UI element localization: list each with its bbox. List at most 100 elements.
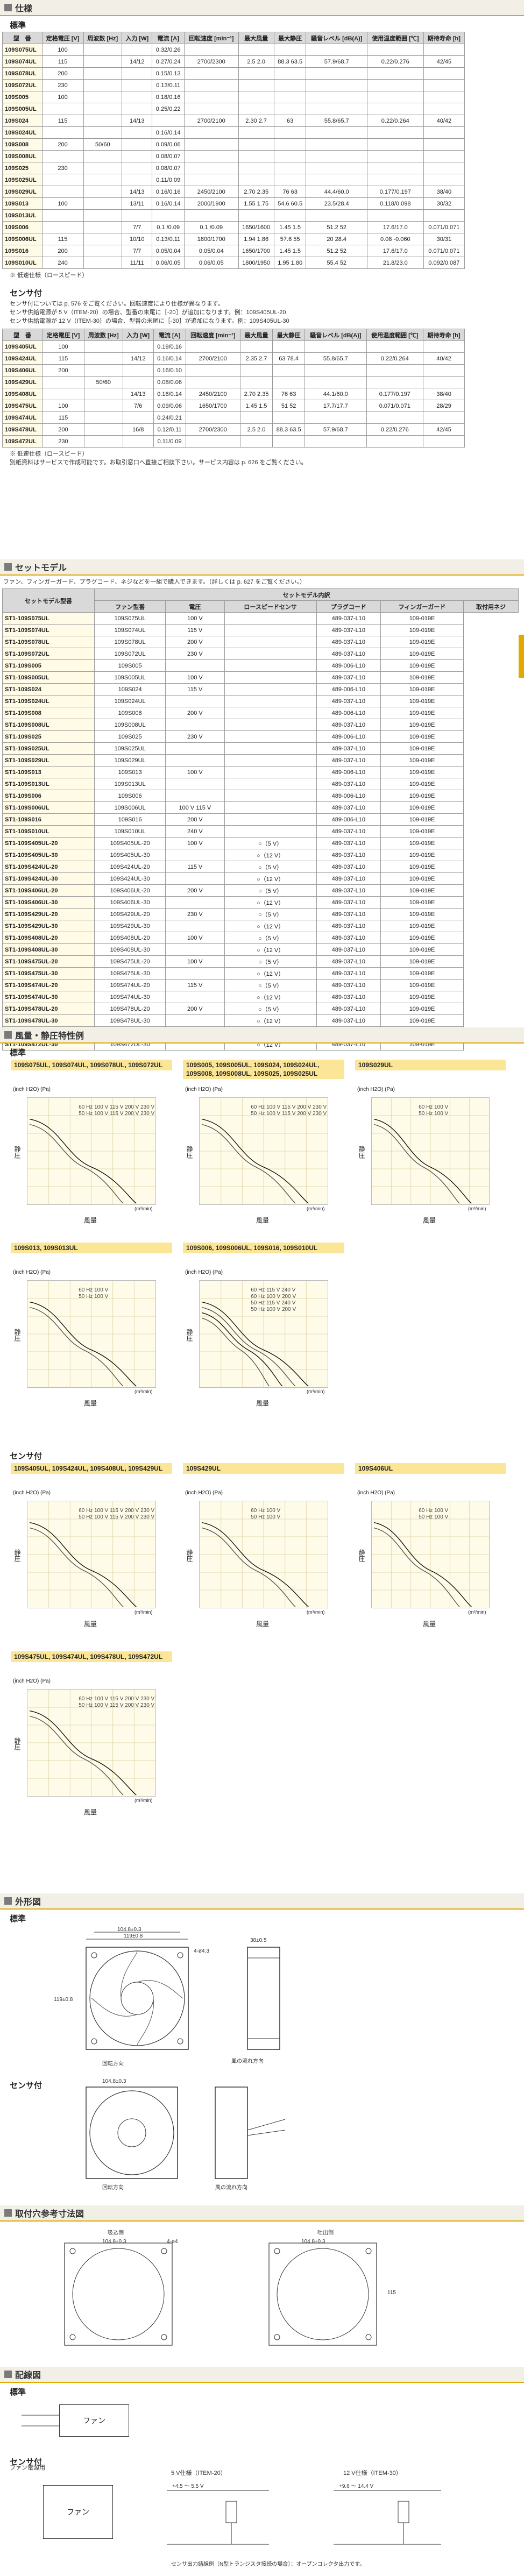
wiring-fan-label-sensor: ファン — [67, 2508, 89, 2516]
curve-y-unit: (inch H2O) (Pa) — [13, 1269, 51, 1275]
spec-cell: 2700/2100 — [184, 115, 239, 127]
set-model-cell: 489-006-L10 — [316, 707, 381, 719]
spec-row: 109S005 100 0.18/0.16 — [2, 91, 465, 103]
set-model-row: ST1-109S074UL 109S074UL 115 V 489-037-L10 10… — [2, 624, 519, 636]
curve-svg: 60 Hz 115 V 240 V60 Hz 100 V 200 V50 Hz … — [200, 1281, 328, 1387]
set-model-cell: 109-019E — [380, 943, 464, 956]
sensor-row: 109S475UL 100 7/6 0.09/0.06 1650/1700 1.45 1.… — [2, 400, 465, 412]
mounting-section: 取付穴参考寸法図 — [0, 2205, 524, 2222]
dim-hole-std: 4-ø4.3 — [194, 1948, 209, 1954]
spec-col-3: 入力 [W] — [122, 32, 153, 44]
set-model-cell: 200 V — [165, 636, 225, 648]
curve-plot: 60 Hz 100 V 115 V 200 V 230 V 50 Hz 100 V… — [27, 1097, 156, 1205]
set-model-cell: 100 V — [165, 955, 225, 968]
curve-card-caption: 109S013, 109S013UL — [11, 1243, 172, 1253]
sensor-row: 109S406UL 200 0.16/0.10 — [2, 364, 465, 377]
spec-col-1: 定格電圧 [V] — [41, 32, 84, 44]
curve-series-line — [201, 1301, 309, 1387]
spec-cell — [83, 257, 123, 269]
set-model-cell — [224, 742, 317, 755]
spec-table: 型 番定格電圧 [V] 周波数 [Hz] 入力 [W] 電流 [A] 回転速度 [min… — [2, 32, 465, 269]
curve-svg: 60 Hz 100 V 115 V 200 V 230 V50 Hz 100 V… — [27, 1098, 155, 1204]
sensor-cell — [305, 411, 367, 424]
set-model-row: ST1-109S075UL 109S075UL 100 V 489-037-L10 10… — [2, 612, 519, 625]
sensor-cell: 109S472UL — [2, 435, 43, 448]
sensor-cell: 0.22/0.276 — [366, 423, 424, 436]
spec-cell: 54.6 60.5 — [273, 197, 307, 210]
bullet-square-icon — [4, 563, 12, 571]
curve-card-caption: 109S029UL — [355, 1060, 506, 1070]
set-model-cell: ○（12 V） — [224, 991, 317, 1003]
sensor-cell: 109S475UL — [2, 400, 43, 412]
set-model-row: ST1-109S008UL 109S008UL 489-037-L10 109-019… — [2, 719, 519, 731]
set-model-row: ST1-109S078UL 109S078UL 200 V 489-037-L10 10… — [2, 636, 519, 648]
sensor-cell — [42, 376, 84, 388]
spec-cell — [366, 103, 424, 115]
set-model-cell: 489-037-L10 — [316, 719, 381, 731]
spec-cell — [122, 103, 153, 115]
sensor-cell — [83, 340, 123, 353]
spec-cell — [83, 233, 123, 245]
curve-legend-label: 50 Hz 100 V — [251, 1514, 280, 1520]
spec-cell — [83, 103, 123, 115]
set-model-cell — [224, 612, 317, 625]
spec-cell — [184, 103, 239, 115]
spec-row: 109S016 200 7/7 0.05/0.04 0.05/0.04 1650/1700… — [2, 245, 465, 257]
spec-cell — [366, 126, 424, 139]
sensor-row: 109S478UL 200 16/8 0.12/0.11 2700/2300 2.5 2.… — [2, 423, 465, 436]
set-model-cell: ST1-109S006 — [2, 790, 95, 802]
spec-table-header: 型 番定格電圧 [V] 周波数 [Hz] 入力 [W] 電流 [A] 回転速度 [min… — [2, 32, 465, 44]
spec-cell: 57.9/68.7 — [306, 55, 367, 68]
sensor-cell: 109S429UL — [2, 376, 43, 388]
set-model-cell — [165, 920, 225, 932]
label-airflow-sensor: 風の流れ方向 — [215, 2184, 247, 2191]
set-model-cell: ○（12 V） — [224, 1014, 317, 1027]
set-model-cell — [224, 766, 317, 778]
spec-cell: 230 — [41, 162, 84, 174]
curve-series-line — [29, 1118, 137, 1204]
sensor-cell: 0.19/0.16 — [153, 340, 186, 353]
mounting-dim-115: 115 — [387, 2290, 396, 2296]
spec-standard-subhead: 標準 — [10, 21, 26, 30]
set-model-row: ST1-109S475UL-20 109S475UL-20 100 V ○（5 V） 4… — [2, 955, 519, 968]
spec-cell — [83, 115, 123, 127]
curve-y-label: 静圧 — [358, 1549, 365, 1562]
sensor-cell: 109S478UL — [2, 423, 43, 436]
spec-cell: 0.18/0.16 — [152, 91, 185, 103]
sensor-cell: 100 — [42, 340, 84, 353]
set-model-row: ST1-109S025 109S025 230 V 489-006-L10 109-01… — [2, 730, 519, 743]
sensor-row: 109S405UL 100 0.19/0.16 — [2, 340, 465, 353]
curve-plot: 60 Hz 100 V 50 Hz 100 V — [371, 1097, 490, 1205]
set-model-cell: 115 V — [165, 624, 225, 636]
curve-y-unit: (inch H2O) (Pa) — [185, 1490, 223, 1496]
set-model-cell — [224, 825, 317, 838]
spec-cell — [366, 162, 424, 174]
curve-x-label: 風量 — [84, 1400, 97, 1407]
sensor-row: 109S472UL 230 0.11/0.09 — [2, 435, 465, 448]
curve-legend-label: 50 Hz 100 V — [79, 1294, 108, 1300]
curve-legend-label: 50 Hz 100 V 115 V 200 V 230 V — [79, 1702, 154, 1708]
set-model-header-sub: ファン型番 電圧 ロースピードセンサ プラグコード フィンガーガード 取付用ネジ — [3, 600, 519, 613]
set-model-cell — [224, 695, 317, 707]
set-model-cell: 109-019E — [380, 825, 464, 838]
sensor-cell: 115 — [42, 411, 84, 424]
curve-card: 109S429UL 60 Hz 100 V 50 Hz 100 V (inch H2O… — [183, 1463, 344, 1635]
set-model-cell: 109-019E — [380, 979, 464, 991]
sensor-cell: 0.08/0.06 — [153, 376, 186, 388]
sensor-cell: 2700/2100 — [185, 352, 240, 365]
sensor-cell — [239, 364, 273, 377]
curve-series-line — [29, 1527, 124, 1607]
set-model-row: ST1-109S424UL-30 109S424UL-30 ○（12 V） 489-0… — [2, 872, 519, 885]
sensor-cell — [366, 340, 424, 353]
spec-cell: 55.4 52 — [306, 257, 367, 269]
set-model-cell: 489-037-L10 — [316, 920, 381, 932]
spec-cell — [306, 79, 367, 91]
set-model-title: セットモデル — [15, 564, 67, 573]
curve-y-unit: (inch H2O) (Pa) — [185, 1087, 223, 1092]
sensor-cell — [185, 435, 240, 448]
spec-cell — [273, 209, 307, 222]
spec-cell — [238, 150, 274, 162]
curve-y-unit: (inch H2O) (Pa) — [13, 1490, 51, 1496]
set-model-cell: 109-019E — [380, 872, 464, 885]
set-model-row: ST1-109S005UL 109S005UL 100 V 489-037-L10 10… — [2, 671, 519, 684]
